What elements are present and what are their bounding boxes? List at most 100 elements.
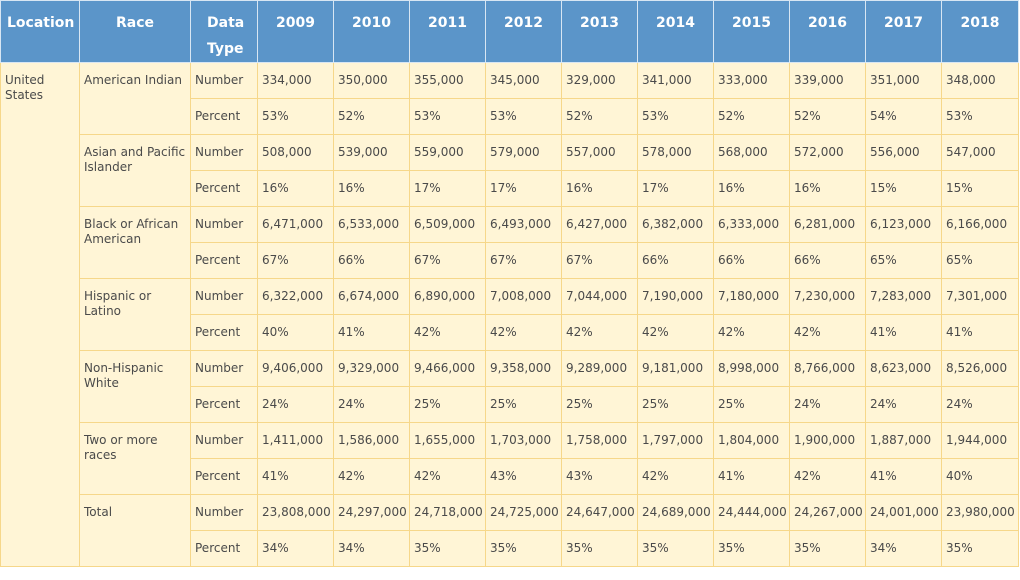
data-type-cell: Percent: [190, 314, 258, 351]
number-value-cell: 341,000: [637, 62, 714, 99]
table-row: Asian and Pacific Islander Number 508,000 5…: [1, 134, 1019, 207]
percent-value-cell: 15%: [865, 170, 942, 207]
header-data-type[interactable]: Data Type: [190, 0, 258, 63]
data-type-cell: Number: [190, 494, 258, 531]
number-value-cell: 23,808,000: [257, 494, 334, 531]
header-year-2015[interactable]: 2015: [713, 0, 790, 63]
header-year-2011[interactable]: 2011: [409, 0, 486, 63]
number-value-cell: 1,703,000: [485, 422, 562, 459]
data-type-cell: Percent: [190, 458, 258, 495]
percent-value-cell: 16%: [713, 170, 790, 207]
race-cell: Two or more races: [79, 422, 191, 495]
percent-value-cell: 42%: [637, 314, 714, 351]
percent-value-cell: 35%: [789, 530, 866, 567]
header-year-2017[interactable]: 2017: [865, 0, 942, 63]
race-cell: American Indian: [79, 62, 191, 135]
header-race[interactable]: Race: [79, 0, 191, 63]
percent-value-cell: 42%: [409, 314, 486, 351]
percent-value-cell: 41%: [257, 458, 334, 495]
number-value-cell: 333,000: [713, 62, 790, 99]
number-value-cell: 1,887,000: [865, 422, 942, 459]
location-cell: United States: [0, 62, 80, 567]
number-value-cell: 6,890,000: [409, 278, 486, 315]
header-year-2009[interactable]: 2009: [257, 0, 334, 63]
number-value-cell: 24,001,000: [865, 494, 942, 531]
number-value-cell: 24,718,000: [409, 494, 486, 531]
percent-value-cell: 66%: [637, 242, 714, 279]
data-type-cell: Number: [190, 134, 258, 171]
percent-value-cell: 42%: [789, 314, 866, 351]
number-value-cell: 9,466,000: [409, 350, 486, 387]
percent-value-cell: 25%: [409, 386, 486, 423]
percent-value-cell: 34%: [257, 530, 334, 567]
number-value-cell: 24,689,000: [637, 494, 714, 531]
percent-value-cell: 41%: [333, 314, 410, 351]
header-year-2013[interactable]: 2013: [561, 0, 638, 63]
number-value-cell: 9,181,000: [637, 350, 714, 387]
number-value-cell: 556,000: [865, 134, 942, 171]
race-cell: Asian and Pacific Islander: [79, 134, 191, 207]
header-year-2018[interactable]: 2018: [941, 0, 1019, 63]
percent-value-cell: 40%: [941, 458, 1019, 495]
percent-value-cell: 42%: [637, 458, 714, 495]
percent-value-cell: 66%: [713, 242, 790, 279]
header-year-2012[interactable]: 2012: [485, 0, 562, 63]
percent-value-cell: 54%: [865, 98, 942, 135]
number-value-cell: 7,008,000: [485, 278, 562, 315]
percent-value-cell: 34%: [865, 530, 942, 567]
number-value-cell: 8,526,000: [941, 350, 1019, 387]
percent-value-cell: 40%: [257, 314, 334, 351]
number-value-cell: 8,623,000: [865, 350, 942, 387]
header-year-2016[interactable]: 2016: [789, 0, 866, 63]
number-value-cell: 6,509,000: [409, 206, 486, 243]
percent-value-cell: 24%: [941, 386, 1019, 423]
table-row: Hispanic or Latino Number 6,322,000 6,674,0…: [1, 278, 1019, 351]
table-row: Percent 53% 52% 53% 53% 52% 53% 52% 52% 54% 53%: [1, 98, 1019, 135]
percent-value-cell: 35%: [561, 530, 638, 567]
number-value-cell: 539,000: [333, 134, 410, 171]
number-value-cell: 557,000: [561, 134, 638, 171]
data-type-cell: Number: [190, 206, 258, 243]
table-row: Non-Hispanic White Number 9,406,000 9,329,0…: [1, 350, 1019, 423]
percent-value-cell: 16%: [333, 170, 410, 207]
percent-value-cell: 53%: [257, 98, 334, 135]
percent-value-cell: 52%: [561, 98, 638, 135]
number-value-cell: 1,655,000: [409, 422, 486, 459]
data-type-cell: Number: [190, 422, 258, 459]
percent-value-cell: 42%: [333, 458, 410, 495]
number-value-cell: 1,411,000: [257, 422, 334, 459]
percent-value-cell: 67%: [409, 242, 486, 279]
data-type-cell: Percent: [190, 530, 258, 567]
data-type-cell: Percent: [190, 386, 258, 423]
number-value-cell: 6,382,000: [637, 206, 714, 243]
data-type-cell: Percent: [190, 170, 258, 207]
data-type-cell: Percent: [190, 242, 258, 279]
percent-value-cell: 53%: [941, 98, 1019, 135]
percent-value-cell: 43%: [485, 458, 562, 495]
percent-value-cell: 35%: [713, 530, 790, 567]
number-value-cell: 1,900,000: [789, 422, 866, 459]
header-year-2014[interactable]: 2014: [637, 0, 714, 63]
race-cell: Black or African American: [79, 206, 191, 279]
percent-value-cell: 53%: [409, 98, 486, 135]
number-value-cell: 24,267,000: [789, 494, 866, 531]
number-value-cell: 8,998,000: [713, 350, 790, 387]
percent-value-cell: 16%: [257, 170, 334, 207]
number-value-cell: 351,000: [865, 62, 942, 99]
number-value-cell: 578,000: [637, 134, 714, 171]
data-table: Location Race Data Type 2009 2010 2011 2…: [0, 0, 1019, 567]
number-value-cell: 334,000: [257, 62, 334, 99]
percent-value-cell: 24%: [333, 386, 410, 423]
header-year-2010[interactable]: 2010: [333, 0, 410, 63]
data-type-cell: Percent: [190, 98, 258, 135]
number-value-cell: 7,044,000: [561, 278, 638, 315]
number-value-cell: 6,281,000: [789, 206, 866, 243]
number-value-cell: 6,166,000: [941, 206, 1019, 243]
data-type-cell: Number: [190, 350, 258, 387]
table-row: Total Number 23,808,000 24,297,000 24,718,00…: [1, 494, 1019, 567]
header-location[interactable]: Location: [0, 0, 80, 63]
number-value-cell: 339,000: [789, 62, 866, 99]
percent-value-cell: 42%: [561, 314, 638, 351]
number-value-cell: 7,190,000: [637, 278, 714, 315]
percent-value-cell: 42%: [713, 314, 790, 351]
